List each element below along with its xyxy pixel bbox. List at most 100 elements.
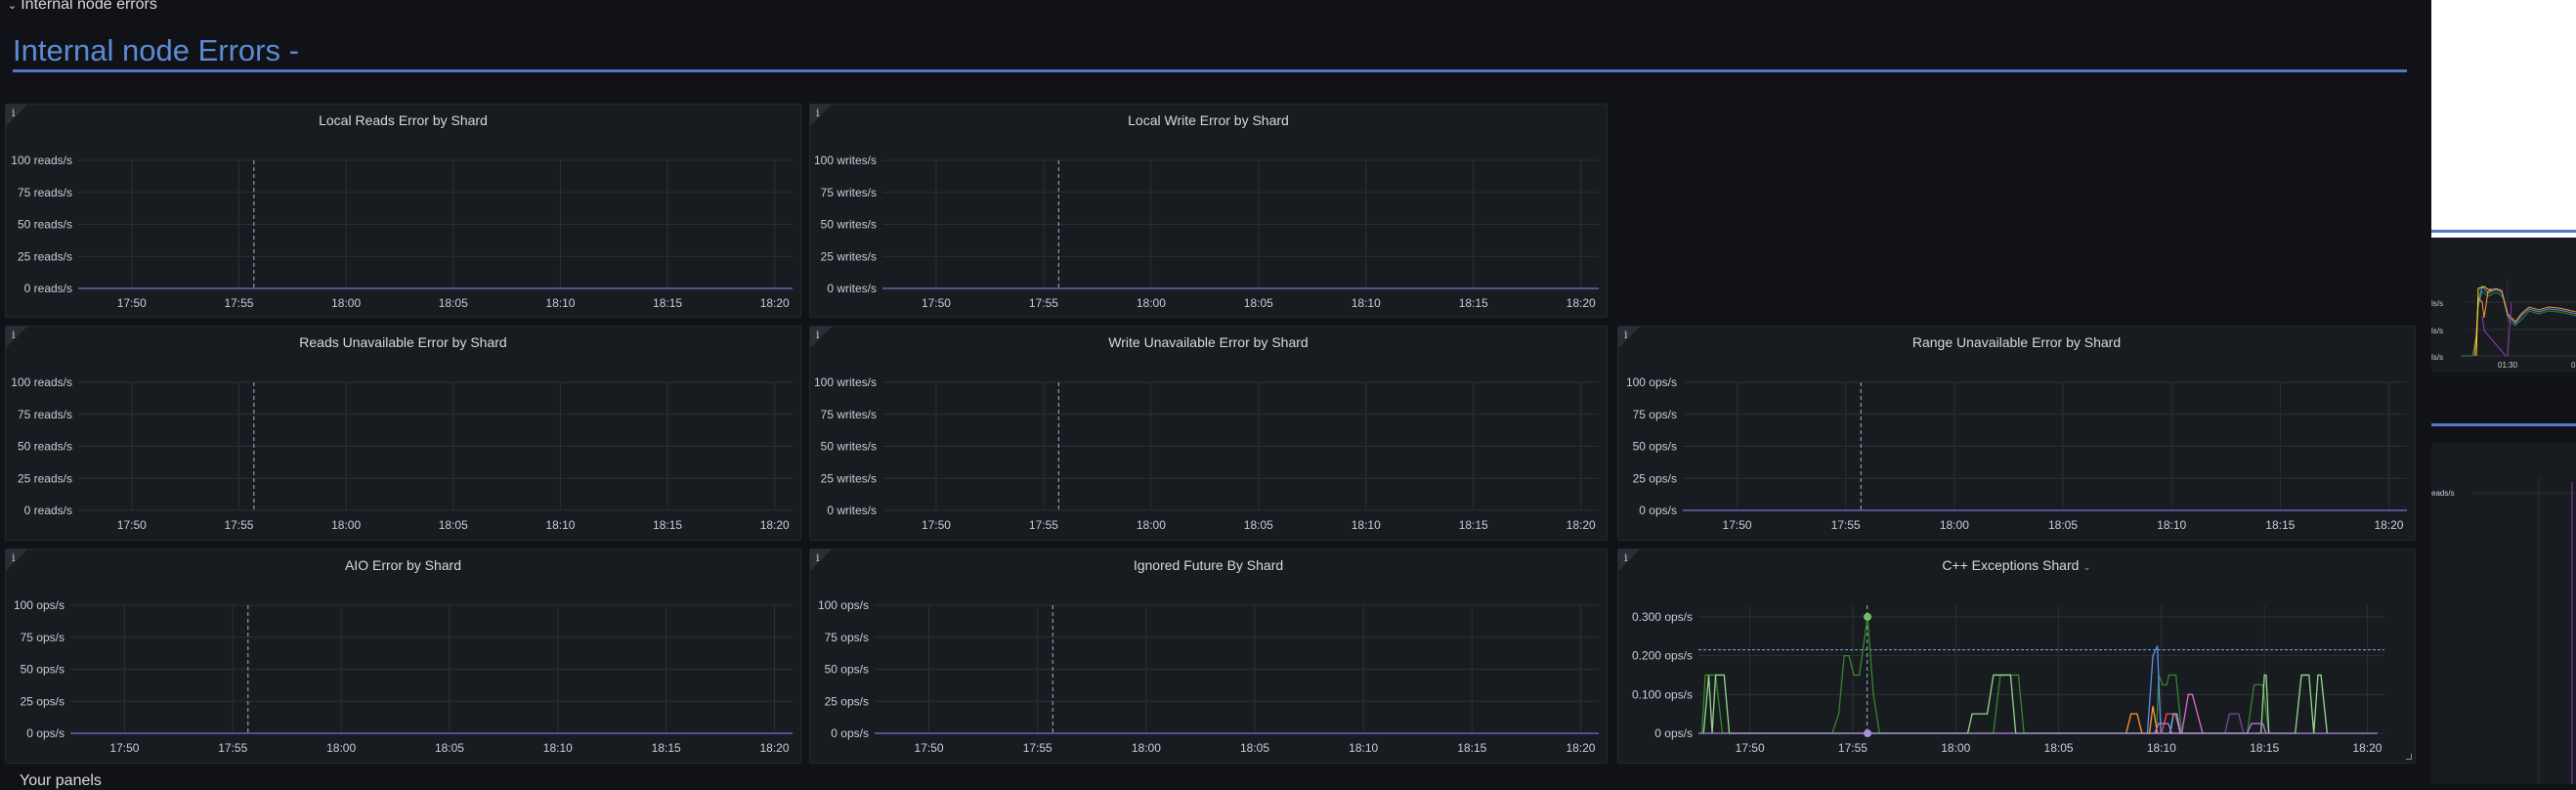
y-tick-label: 100 reads/s (11, 375, 72, 389)
panel-c-exceptions-shard[interactable]: i C++ Exceptions Shard ⌄ 0 ops/s 0.100 op… (1617, 549, 2416, 764)
panel-title[interactable]: Local Reads Error by Shard (6, 112, 800, 128)
panel-chart[interactable]: 0 writes/s 25 writes/s 50 writes/s 75 write… (810, 327, 1608, 541)
y-tick-label: 25 reads/s (18, 471, 72, 485)
panel-chart[interactable]: 0 reads/s 25 reads/s 50 reads/s 75 reads/s 1… (6, 105, 801, 318)
strip-divider (2431, 423, 2576, 426)
info-icon[interactable]: i (816, 551, 820, 564)
y-tick-label: 25 ops/s (825, 694, 869, 708)
y-tick-label: 75 reads/s (18, 186, 72, 199)
x-tick-label: 18:00 (1137, 296, 1166, 310)
info-icon[interactable]: i (816, 329, 820, 341)
panel-title[interactable]: Write Unavailable Error by Shard (810, 334, 1607, 350)
x-tick-label: 18:15 (2265, 518, 2295, 532)
panel-title-text: Write Unavailable Error by Shard (1108, 334, 1309, 350)
y-tick-label: 25 reads/s (18, 249, 72, 263)
panel-info-corner[interactable] (810, 105, 832, 126)
panel-info-corner[interactable] (6, 327, 27, 348)
y-tick-label: 25 writes/s (821, 249, 877, 263)
y-tick-label: 75 ops/s (21, 631, 64, 644)
panel-title-text: Ignored Future By Shard (1133, 557, 1284, 573)
panel-reads-unavailable-error-by-shard[interactable]: i Reads Unavailable Error by Shard 0 rea… (5, 326, 801, 541)
chevron-down-icon[interactable]: ⌄ (2082, 562, 2091, 573)
strip-chart-lower: eads/s (2431, 477, 2576, 784)
x-tick-label: 17:50 (117, 518, 147, 532)
panel-local-reads-error-by-shard[interactable]: i Local Reads Error by Shard 0 reads/s 25… (5, 104, 801, 318)
info-icon[interactable]: i (12, 329, 16, 341)
section-title: Internal node Errors - (13, 33, 299, 67)
panel-info-corner[interactable] (810, 327, 832, 348)
x-tick-label: 18:20 (1566, 741, 1595, 755)
panel-range-unavailable-error-by-shard[interactable]: i Range Unavailable Error by Shard 0 ops… (1617, 326, 2416, 541)
panel-info-corner[interactable] (6, 105, 27, 126)
y-tick-label: 75 ops/s (825, 631, 869, 644)
x-tick-label: 18:00 (1137, 518, 1166, 532)
row-header-your-panels[interactable]: Your panels (20, 772, 102, 789)
panel-ignored-future-by-shard[interactable]: i Ignored Future By Shard 0 ops/s 25 ops/… (809, 549, 1608, 764)
series-line (2180, 693, 2204, 734)
panel-chart[interactable]: 0 ops/s 0.100 ops/s 0.200 ops/s 0.300 ops/s… (1618, 549, 2416, 764)
panel-aio-error-by-shard[interactable]: i AIO Error by Shard 0 ops/s 25 ops/s 50 o… (5, 549, 801, 764)
panel-title[interactable]: Range Unavailable Error by Shard (1618, 334, 2415, 350)
x-tick-label: 18:15 (652, 741, 681, 755)
x-tick-label: 18:15 (1459, 296, 1488, 310)
x-tick-label: 18:20 (2352, 741, 2382, 755)
x-tick-label: 17:55 (1023, 741, 1052, 755)
panel-title[interactable]: C++ Exceptions Shard ⌄ (1618, 557, 2415, 573)
x-tick-label: 18:15 (2250, 741, 2279, 755)
info-icon[interactable]: i (1624, 551, 1628, 564)
panel-chart[interactable]: 0 writes/s 25 writes/s 50 writes/s 75 write… (810, 105, 1608, 318)
panel-local-write-error-by-shard[interactable]: i Local Write Error by Shard 0 writes/s 2… (809, 104, 1608, 318)
strip-panel-lower: eads/s (2431, 443, 2576, 784)
panel-chart[interactable]: 0 ops/s 25 ops/s 50 ops/s 75 ops/s 100 ops/s… (6, 549, 801, 764)
panel-info-corner[interactable] (6, 549, 27, 571)
x-tick-label: 18:05 (1240, 741, 1269, 755)
info-icon[interactable]: i (1624, 329, 1628, 341)
x-tick-label: 17:50 (915, 741, 944, 755)
x-tick-label: 18:10 (1352, 518, 1381, 532)
panel-title-text: C++ Exceptions Shard (1942, 557, 2080, 573)
y-tick-label: 25 ops/s (1633, 471, 1677, 485)
x-tick-label: 18:15 (1457, 741, 1486, 755)
strip-x-label: 02 (2571, 361, 2576, 370)
y-tick-label: 100 ops/s (818, 598, 869, 612)
y-tick-label: 0 ops/s (831, 726, 869, 740)
y-tick-label: 0 writes/s (827, 504, 877, 517)
series-line (2168, 713, 2181, 734)
panel-info-corner[interactable] (810, 549, 832, 571)
series-line (1702, 674, 2329, 734)
panel-title[interactable]: Ignored Future By Shard (810, 557, 1607, 573)
info-icon[interactable]: i (12, 107, 16, 119)
panel-info-corner[interactable] (1618, 549, 1640, 571)
panel-title[interactable]: Local Write Error by Shard (810, 112, 1607, 128)
info-icon[interactable]: i (816, 107, 820, 119)
y-tick-label: 50 reads/s (18, 440, 72, 454)
x-tick-label: 18:05 (439, 518, 468, 532)
panel-chart[interactable]: 0 reads/s 25 reads/s 50 reads/s 75 reads/s 1… (6, 327, 801, 541)
x-tick-label: 18:20 (1567, 518, 1596, 532)
panel-info-corner[interactable] (1618, 327, 1640, 348)
x-tick-label: 18:05 (439, 296, 468, 310)
y-tick-label: 25 writes/s (821, 471, 877, 485)
strip-y-label: ls/s (2431, 353, 2443, 362)
strip-panel-chart: ls/s ls/s ls/s 01:30 02 (2431, 238, 2576, 373)
x-tick-label: 17:55 (1029, 518, 1058, 532)
info-icon[interactable]: i (12, 551, 16, 564)
x-tick-label: 18:10 (1349, 741, 1378, 755)
panel-title-text: Local Reads Error by Shard (319, 112, 488, 128)
y-tick-label: 0 reads/s (24, 504, 72, 517)
x-tick-label: 18:00 (1941, 741, 1970, 755)
strip-chart: ls/s ls/s ls/s 01:30 02 (2431, 280, 2576, 370)
panel-chart[interactable]: 0 ops/s 25 ops/s 50 ops/s 75 ops/s 100 ops/s… (1618, 327, 2416, 541)
panel-chart[interactable]: 0 ops/s 25 ops/s 50 ops/s 75 ops/s 100 ops/s… (810, 549, 1608, 764)
panel-title[interactable]: Reads Unavailable Error by Shard (6, 334, 800, 350)
y-tick-label: 0 ops/s (1654, 726, 1693, 740)
panel-title[interactable]: AIO Error by Shard (6, 557, 800, 573)
resize-handle[interactable] (2406, 754, 2412, 760)
row-header-internal-node-errors[interactable]: ⌄ Internal node errors (8, 0, 157, 14)
x-tick-label: 17:55 (224, 518, 253, 532)
x-tick-label: 18:00 (1132, 741, 1161, 755)
hover-point (1864, 729, 1872, 737)
panel-write-unavailable-error-by-shard[interactable]: i Write Unavailable Error by Shard 0 wri… (809, 326, 1608, 541)
y-tick-label: 50 writes/s (821, 440, 877, 454)
x-tick-label: 18:00 (331, 296, 361, 310)
